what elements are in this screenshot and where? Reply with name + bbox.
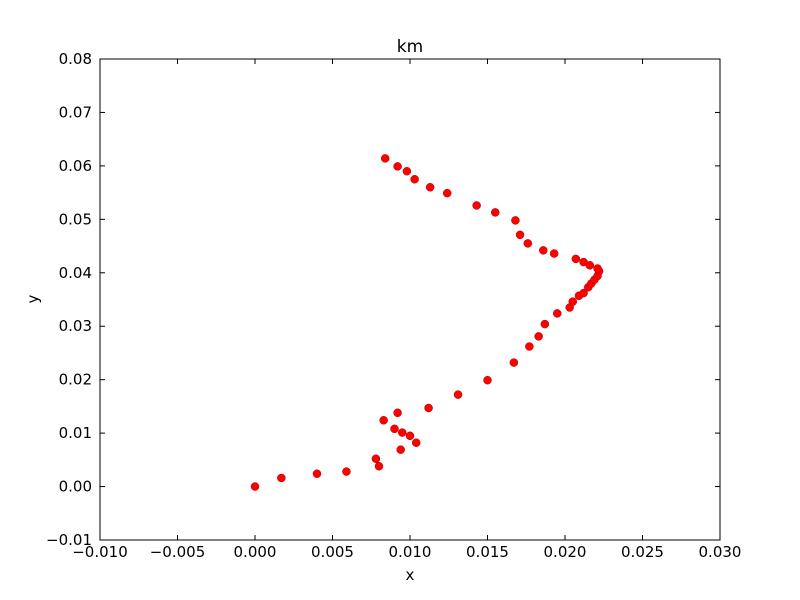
data-point [277,473,286,483]
data-point [411,438,421,447]
data-point [393,162,402,171]
data-point [472,201,481,210]
y-tick-label: 0.06 [59,157,92,175]
data-point [579,257,588,267]
chart-title: km [397,37,423,57]
data-point [424,403,433,413]
y-tick-label: 0.04 [59,264,92,282]
data-point [312,469,322,478]
data-point [491,208,500,217]
data-point [511,216,520,225]
data-point [515,230,525,240]
data-point [410,175,419,184]
x-tick-label: 0.020 [544,543,587,561]
data-point [374,461,384,471]
plot-area-frame [99,58,721,541]
data-point [380,154,390,163]
y-tick-label: 0.07 [59,103,92,121]
x-tick-label: 0.005 [311,543,354,561]
data-point [534,332,543,341]
y-tick-label: 0.00 [59,478,92,496]
y-axis-label: y [24,294,42,303]
x-tick-label: 0.025 [621,543,664,561]
data-point [539,246,548,255]
data-point [579,288,588,298]
data-point [553,309,562,318]
data-point [402,166,412,176]
x-tick-label: 0.000 [234,543,277,561]
axis-ticks: −0.010 −0.005 0.000 0.005 0.010 0.015 0.020 0.0… [46,50,741,561]
data-point [523,239,533,248]
data-point [483,375,492,385]
y-tick-label: 0.02 [59,371,92,389]
x-tick-label: 0.030 [699,543,742,561]
y-tick-label: 0.05 [59,210,92,228]
data-point [390,424,399,434]
data-point [425,183,435,192]
data-point [396,445,405,454]
data-point [593,264,602,273]
data-point [540,319,550,329]
data-point [549,249,559,258]
data-point [571,254,581,264]
data-point [453,390,463,399]
data-point [379,416,388,425]
data-point [509,358,519,367]
x-tick-label: −0.010 [72,543,128,561]
data-point [371,454,381,464]
data-point [393,408,402,418]
x-tick-label: 0.010 [389,543,432,561]
data-points [250,154,604,491]
data-point [405,431,415,441]
y-tick-label: −0.01 [46,531,92,549]
data-point [525,342,534,351]
y-tick-label: 0.03 [59,317,92,335]
y-tick-label: 0.08 [59,50,92,68]
x-axis-label: x [406,566,415,584]
data-point [398,428,407,437]
data-point [342,467,351,476]
y-tick-label: 0.01 [59,424,92,442]
data-point [250,482,260,491]
x-tick-label: 0.015 [466,543,509,561]
x-tick-label: −0.005 [150,543,206,561]
data-point [442,188,452,198]
data-point [568,297,577,306]
